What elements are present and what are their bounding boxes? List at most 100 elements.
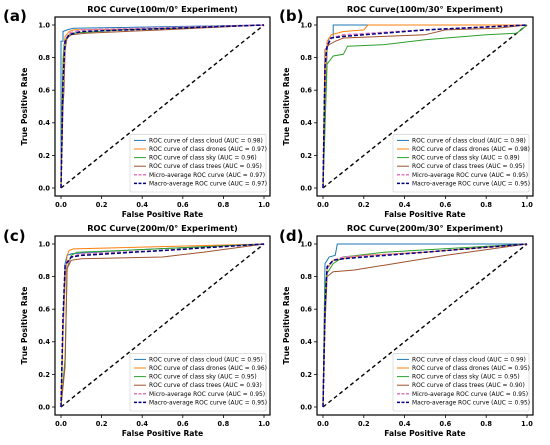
y-tick-label: 0.4 [38,119,50,127]
legend-entry: ROC curve of class drones (AUC = 0.95) [412,366,530,372]
y-axis-label: True Positive Rate [282,68,291,146]
y-tick-label: 1.0 [38,21,50,29]
legend-entry: Macro-average ROC curve (AUC = 0.97) [149,181,267,187]
legend-entry: Macro-average ROC curve (AUC = 0.95) [149,400,267,406]
chance-diagonal [322,24,528,189]
panel-label: (d) [279,227,303,245]
legend-entry: ROC curve of class drones (AUC = 0.96) [149,366,267,372]
legend-box [392,353,530,412]
panel-label: (b) [279,7,303,25]
y-axis-label: True Positive Rate [282,287,291,365]
y-tick-label: 0.4 [300,338,312,346]
legend-entry: Macro-average ROC curve (AUC = 0.95) [412,181,530,187]
chance-diagonal [60,243,265,408]
roc-series-line [60,24,265,188]
legend-box [392,134,530,193]
y-tick-label: 0.0 [38,184,50,192]
x-tick-label: 0.4 [399,201,411,209]
x-tick-label: 0.8 [480,420,492,428]
y-tick-label: 1.0 [38,240,50,248]
roc-series-line [60,243,265,408]
roc-series-line [322,243,527,408]
x-tick-label: 0.2 [358,420,370,428]
roc-panel: (b) ROC Curve(100m/30° Experiment) 0.0 0.2 0… [279,4,534,219]
chance-diagonal [322,243,528,408]
roc-panel: (c) ROC Curve(200m/0° Experiment) 0.0 0.2 0.… [3,223,271,438]
chart-title: ROC Curve(100m/30° Experiment) [347,4,504,14]
y-tick-label: 0.6 [38,306,50,314]
legend: ROC curve of class cloud (AUC = 0.99) ROC… [392,353,530,412]
legend-box [129,134,267,193]
legend-entry: Micro-average ROC curve (AUC = 0.95) [412,392,528,398]
legend-box [129,353,267,412]
y-tick-label: 0.2 [300,152,312,160]
y-tick-label: 0.8 [38,273,50,281]
x-tick-label: 0.0 [317,201,329,209]
legend-entry: ROC curve of class cloud (AUC = 0.98) [149,138,263,144]
y-tick-label: 0.2 [300,371,312,379]
y-tick-label: 0.6 [38,87,50,95]
x-tick-label: 0.4 [399,420,411,428]
x-tick-label: 1.0 [521,201,533,209]
roc-series-line [322,24,528,189]
legend-entry: ROC curve of class sky (AUC = 0.96) [149,156,257,162]
x-axis-label: False Positive Rate [384,210,465,219]
legend-entry: ROC curve of class trees (AUC = 0.95) [412,164,525,170]
x-tick-label: 0.6 [440,420,452,428]
x-tick-label: 0.2 [358,201,370,209]
roc-panel: (d) ROC Curve(200m/30° Experiment) 0.0 0.2 0… [279,223,534,438]
y-tick-label: 0.0 [38,403,50,411]
legend: ROC curve of class cloud (AUC = 0.98) ROC… [129,134,267,193]
y-tick-label: 0.4 [300,119,312,127]
legend-entry: ROC curve of class trees (AUC = 0.93) [149,383,262,389]
y-tick-label: 0.2 [38,371,50,379]
x-tick-label: 0.4 [136,420,148,428]
legend-entry: ROC curve of class sky (AUC = 0.95) [149,375,257,381]
x-tick-label: 0.2 [96,201,108,209]
x-tick-label: 1.0 [258,420,270,428]
roc-series-line [322,243,528,408]
legend-entry: ROC curve of class cloud (AUC = 0.95) [149,357,263,363]
x-tick-label: 0.0 [55,201,67,209]
y-tick-label: 1.0 [300,240,312,248]
legend-entry: ROC curve of class sky (AUC = 0.89) [412,156,520,162]
roc-series-line [60,243,265,408]
chart-title: ROC Curve(200m/30° Experiment) [347,223,504,233]
x-axis-label: False Positive Rate [122,429,203,438]
legend-entry: ROC curve of class drones (AUC = 0.98) [412,147,530,153]
x-tick-label: 0.6 [177,201,189,209]
legend: ROC curve of class cloud (AUC = 0.95) ROC… [129,353,267,412]
x-tick-label: 0.2 [96,420,108,428]
plot-frame [316,16,534,197]
y-tick-label: 0.2 [38,152,50,160]
x-axis-label: False Positive Rate [122,210,203,219]
y-tick-label: 0.6 [300,306,312,314]
legend-entry: ROC curve of class drones (AUC = 0.97) [149,147,267,153]
legend-entry: ROC curve of class trees (AUC = 0.90) [412,383,525,389]
y-axis-label: True Positive Rate [20,68,29,146]
x-tick-label: 0.6 [440,201,452,209]
x-tick-label: 0.8 [480,201,492,209]
y-tick-label: 0.0 [300,403,312,411]
y-tick-label: 1.0 [300,21,312,29]
y-axis-label: True Positive Rate [20,287,29,365]
chart-title: ROC Curve(200m/0° Experiment) [87,223,238,233]
y-tick-label: 0.8 [300,273,312,281]
legend-entry: ROC curve of class sky (AUC = 0.95) [412,375,520,381]
roc-series-line [322,24,528,189]
legend-entry: Macro-average ROC curve (AUC = 0.95) [412,400,530,406]
legend-entry: ROC curve of class cloud (AUC = 0.98) [412,138,526,144]
x-tick-label: 0.4 [136,201,148,209]
panel-label: (c) [3,227,26,245]
roc-series-line [322,243,528,408]
x-tick-label: 0.8 [218,201,230,209]
legend-entry: ROC curve of class cloud (AUC = 0.99) [412,357,526,363]
x-tick-label: 0.0 [317,420,329,428]
plot-frame [316,235,534,416]
y-tick-label: 0.8 [300,54,312,62]
legend-entry: Micro-average ROC curve (AUC = 0.95) [149,392,265,398]
plot-frame [54,16,271,197]
y-tick-label: 0.8 [38,54,50,62]
y-tick-label: 0.4 [38,338,50,346]
